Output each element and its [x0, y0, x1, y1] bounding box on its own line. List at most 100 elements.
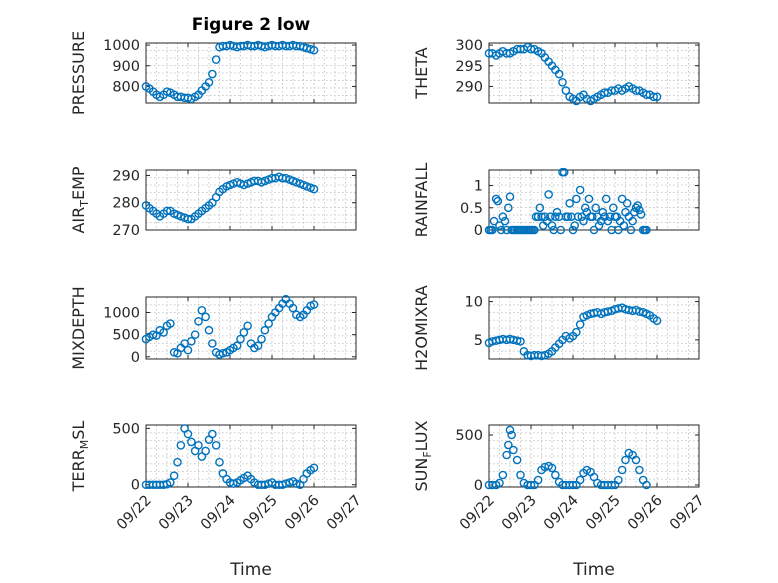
data-point — [187, 336, 196, 346]
data-point — [573, 212, 583, 221]
data-point — [568, 225, 578, 235]
data-point — [598, 207, 608, 217]
data-point — [211, 440, 221, 450]
y-tick-label: 300 — [455, 38, 483, 54]
y-tick-label: 500 — [112, 421, 140, 437]
y-axis-label: THETA — [412, 47, 431, 99]
data-point — [232, 341, 242, 351]
panel-air_temp: 270 280 290 AIRTEMP — [69, 166, 357, 239]
data-point — [489, 216, 499, 226]
data-point — [516, 337, 525, 346]
axes-box — [488, 296, 700, 360]
data-point — [176, 440, 186, 450]
y-tick-label: 500 — [455, 428, 483, 444]
data-point — [540, 350, 550, 360]
data-point — [197, 305, 207, 315]
y-tick-label: 290 — [455, 79, 483, 95]
data-point — [162, 206, 172, 216]
data-point — [488, 225, 497, 235]
x-tick-label: 09/26 — [282, 493, 323, 534]
data-point — [537, 212, 546, 221]
x-tick-label: 09/27 — [667, 493, 708, 534]
data-point — [622, 199, 632, 208]
y-tick-label: 290 — [112, 168, 140, 184]
x-tick-label: 09/26 — [625, 493, 666, 534]
data-point — [642, 225, 651, 235]
data-point — [556, 225, 566, 235]
data-point — [572, 327, 581, 337]
data-point — [575, 475, 585, 485]
data-point — [609, 203, 618, 213]
data-point — [551, 470, 560, 480]
axes-box — [145, 169, 357, 231]
data-point — [292, 479, 301, 488]
data-point — [589, 225, 599, 235]
y-tick-label: 0 — [131, 478, 140, 494]
x-tick-label: 09/22 — [114, 493, 155, 534]
data-point — [208, 69, 217, 79]
data-point — [201, 446, 210, 456]
data-point — [504, 440, 513, 450]
data-point — [183, 429, 193, 439]
y-axis-label: AIRTEMP — [69, 166, 91, 233]
data-point — [169, 348, 179, 357]
data-point — [628, 216, 637, 226]
x-tick-label: 09/23 — [499, 493, 540, 534]
x-tick-label: 09/23 — [156, 493, 197, 534]
data-point — [547, 463, 557, 473]
data-point — [194, 317, 203, 326]
data-point — [505, 192, 515, 201]
data-point — [607, 480, 616, 490]
y-axis-label: PRESSURE — [69, 31, 88, 115]
x-axis-label-right: Time — [572, 560, 615, 580]
panel-rainfall: 0 0.5 1 RAINFALL — [412, 163, 700, 239]
data-point — [201, 312, 210, 322]
y-tick-label: 1000 — [103, 306, 140, 322]
data-point — [535, 203, 545, 213]
data-point — [309, 45, 319, 55]
data-point — [530, 225, 539, 235]
data-point — [626, 225, 636, 235]
data-point — [211, 55, 221, 64]
data-point — [243, 321, 252, 331]
data-point — [204, 325, 214, 335]
data-point — [190, 330, 200, 339]
data-point — [309, 300, 319, 309]
x-tick-label: 09/25 — [583, 493, 624, 534]
data-point — [601, 194, 611, 204]
data-point — [509, 445, 518, 455]
data-point — [516, 470, 525, 480]
panel-sun_flux: 0 500 09/22 09/23 09/24 09/25 09/26 09/27 SUNFLU… — [412, 420, 708, 533]
y-tick-label: 270 — [112, 223, 140, 239]
y-tick-label: 0 — [474, 478, 483, 494]
data-point — [176, 212, 186, 221]
data-point — [302, 182, 312, 191]
data-point — [505, 425, 515, 435]
x-tick-label: 09/27 — [324, 493, 365, 534]
data-point — [204, 78, 214, 87]
data-point — [498, 212, 508, 221]
data-point — [309, 184, 319, 194]
axes-box — [488, 169, 700, 231]
data-point — [260, 176, 270, 186]
data-point — [631, 455, 641, 465]
data-point — [568, 480, 578, 490]
data-point — [575, 185, 585, 195]
data-point — [572, 194, 581, 204]
data-point — [636, 210, 646, 219]
data-point — [552, 207, 562, 217]
data-point — [159, 328, 168, 337]
data-point — [579, 216, 588, 226]
panel-theta: 290 295 300 THETA — [412, 38, 700, 106]
data-point — [507, 430, 516, 440]
data-point — [546, 212, 555, 221]
y-axis-label: H2OMIXRA — [412, 285, 431, 371]
data-point — [264, 319, 273, 328]
figure-title: Figure 2 low — [192, 15, 311, 35]
data-point — [229, 479, 238, 488]
data-point — [591, 203, 600, 213]
data-point — [495, 221, 504, 230]
data-point — [642, 480, 651, 490]
y-tick-label: 0.5 — [460, 201, 483, 217]
